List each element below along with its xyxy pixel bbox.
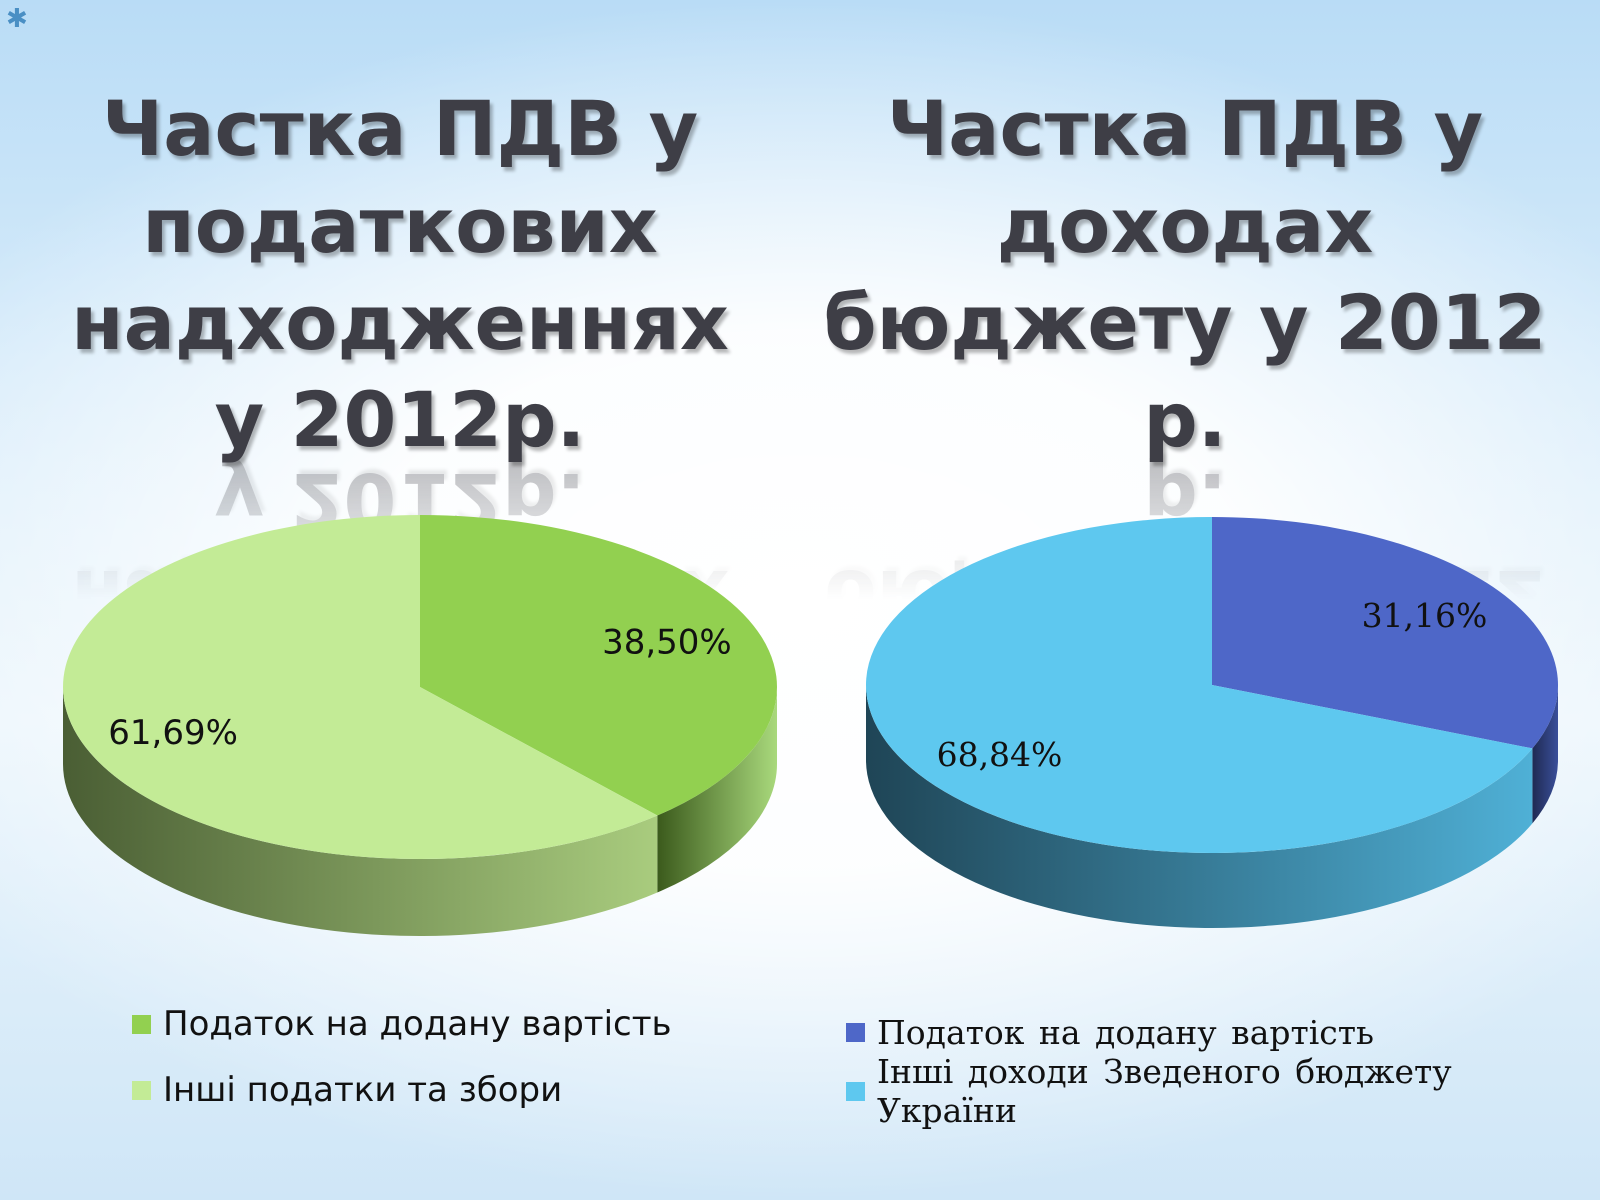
legend-left: Податок на додану вартість Інші податки …	[132, 1004, 672, 1139]
legend-swatch-other	[132, 1080, 151, 1100]
pie-slice	[866, 517, 1533, 853]
legend-label: Інші податки та збори	[163, 1070, 563, 1110]
legend-swatch-other	[846, 1081, 865, 1101]
legend-swatch-vat	[132, 1014, 151, 1034]
legend-item: Інші податки та збори	[132, 1070, 672, 1110]
data-label: 38,50%	[602, 623, 732, 663]
legend-label: Податок на додану вартість	[877, 1012, 1375, 1052]
legend-label: Податок на додану вартість	[163, 1004, 672, 1044]
slice-side	[866, 685, 1533, 928]
legend-item: Інші доходи Зведеного бюджету України	[846, 1052, 1600, 1130]
data-label: 31,16%	[1362, 596, 1488, 635]
pie-chart-left: 38,50% 61,69%	[62, 515, 777, 937]
data-label: 68,84%	[937, 735, 1063, 774]
pie-slice	[1212, 517, 1558, 749]
legend-right: Податок на додану вартість Інші доходи З…	[846, 1012, 1600, 1133]
chart-title-left: Частка ПДВ у податкових надходженнях у 2…	[71, 84, 729, 464]
star-icon: ✱	[6, 4, 28, 34]
slice-side	[657, 687, 777, 893]
data-label: 61,69%	[108, 713, 238, 753]
pie-slice	[62, 515, 658, 859]
slice-side	[1532, 685, 1558, 824]
legend-item: Податок на додану вартість	[846, 1012, 1600, 1052]
pie-chart-right: 31,16% 68,84%	[866, 517, 1558, 928]
legend-item: Податок на додану вартість	[132, 1004, 672, 1044]
legend-label: Інші доходи Зведеного бюджету України	[877, 1052, 1452, 1130]
legend-swatch-vat	[846, 1022, 865, 1042]
chart-title-right: Частка ПДВ у доходах бюджету у 2012 р.	[823, 84, 1547, 464]
pie-slice	[420, 515, 777, 816]
slice-side	[63, 687, 658, 937]
